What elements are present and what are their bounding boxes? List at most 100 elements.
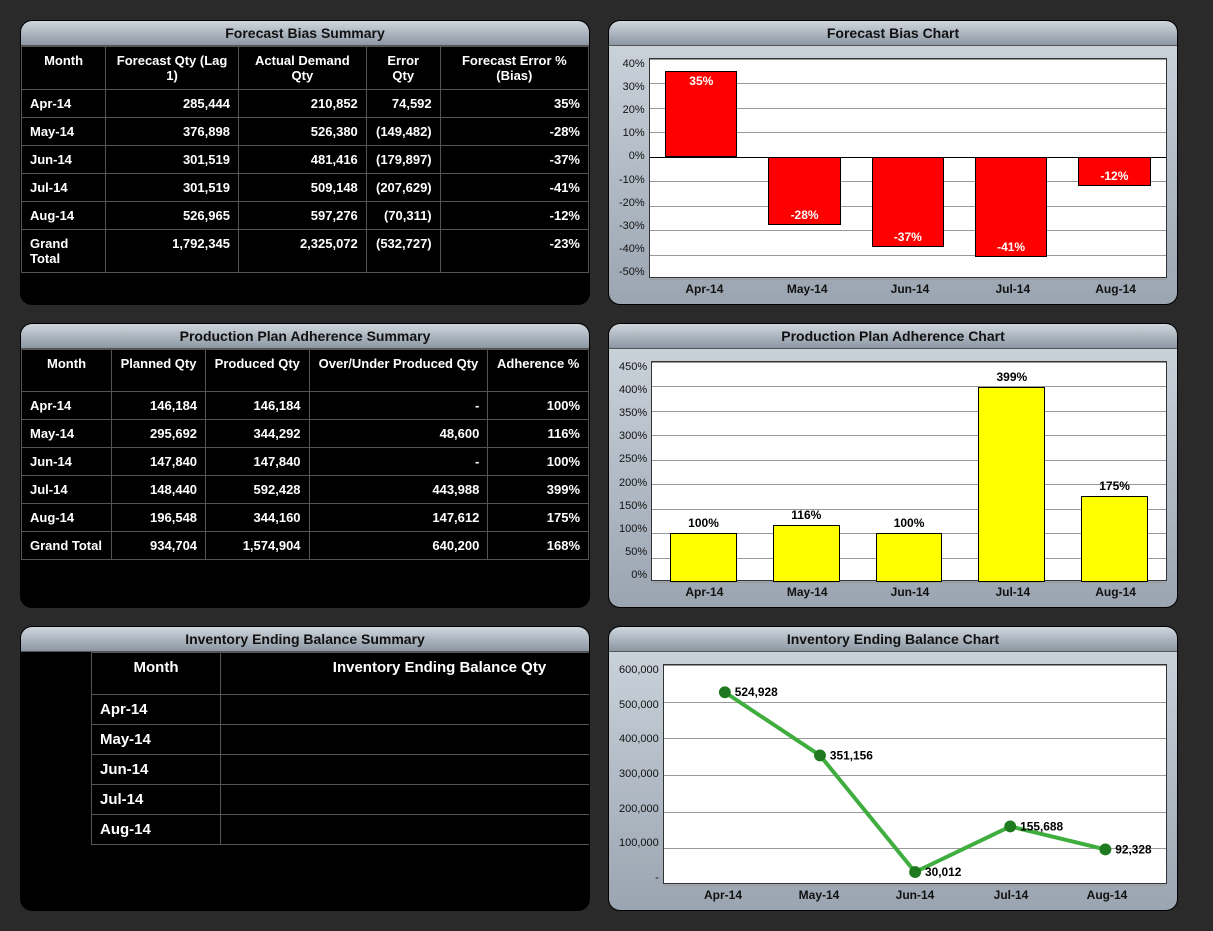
row-label: May-14 [22, 420, 112, 448]
row-value: 344,292 [206, 420, 310, 448]
row-label: May-14 [92, 725, 221, 755]
chart-bar: 175% [1081, 496, 1148, 582]
panel-title: Production Plan Adherence Summary [21, 324, 589, 349]
panel-title: Forecast Bias Summary [21, 21, 589, 46]
adherence-table: MonthPlanned QtyProduced QtyOver/Under P… [21, 349, 589, 560]
panel-title: Inventory Ending Balance Summary [21, 627, 589, 652]
row-value: 147,612 [309, 504, 488, 532]
row-value: 592,428 [206, 476, 310, 504]
panel-title: Forecast Bias Chart [609, 21, 1177, 46]
chart-bar: 399% [978, 387, 1045, 582]
inventory-table: MonthInventory Ending Balance Qty Apr-14… [91, 652, 590, 845]
row-label: Apr-14 [22, 392, 112, 420]
chart-marker [909, 866, 921, 878]
x-axis-label: Apr-14 [653, 585, 756, 599]
row-value: 443,988 [309, 476, 488, 504]
svg-text:92,328: 92,328 [1115, 842, 1152, 856]
table-header: Produced Qty [206, 350, 310, 392]
chart-bar: -28% [768, 157, 840, 225]
adherence-chart-panel: Production Plan Adherence Chart 450%400%… [608, 323, 1178, 608]
chart-marker [814, 749, 826, 761]
row-label: Jul-14 [22, 174, 106, 202]
table-header: Planned Qty [112, 350, 206, 392]
chart-bar: -37% [872, 157, 944, 247]
row-value: 147,840 [112, 448, 206, 476]
row-label: Aug-14 [22, 202, 106, 230]
row-value: -23% [440, 230, 588, 273]
forecast-bias-chart: 40%30%20%10%0%-10%-20%-30%-40%-50%35%-28… [609, 46, 1177, 304]
row-value: 100% [488, 448, 589, 476]
chart-bar: 100% [670, 533, 737, 582]
table-row: Jun-14147,840147,840-100% [22, 448, 589, 476]
x-axis-label: Jun-14 [867, 888, 963, 902]
chart-bar: -12% [1078, 157, 1150, 186]
table-row: Jul-14155,688 [92, 785, 591, 815]
table-header: Month [22, 350, 112, 392]
x-axis-label: Jul-14 [961, 585, 1064, 599]
row-value: 934,704 [112, 532, 206, 560]
row-value: 35% [440, 90, 588, 118]
row-label: Apr-14 [92, 695, 221, 725]
table-header: Inventory Ending Balance Qty [221, 653, 591, 695]
row-label: Aug-14 [22, 504, 112, 532]
table-header: Adherence % [488, 350, 589, 392]
table-row: Grand Total934,7041,574,904640,200168% [22, 532, 589, 560]
table-row: Apr-14285,444210,85274,59235% [22, 90, 589, 118]
row-value: 526,380 [238, 118, 366, 146]
row-value: 1,792,345 [106, 230, 239, 273]
row-value: 100% [488, 392, 589, 420]
table-header: Over/Under Produced Qty [309, 350, 488, 392]
row-label: Jun-14 [22, 146, 106, 174]
inventory-chart: 600,000500,000400,000300,000200,000100,0… [609, 652, 1177, 910]
inventory-chart-panel: Inventory Ending Balance Chart 600,00050… [608, 626, 1178, 911]
forecast-bias-summary-panel: Forecast Bias Summary MonthForecast Qty … [20, 20, 590, 305]
row-value: (207,629) [366, 174, 440, 202]
row-value: -28% [440, 118, 588, 146]
row-value: 116% [488, 420, 589, 448]
svg-text:351,156: 351,156 [830, 748, 873, 762]
row-value: 168% [488, 532, 589, 560]
row-value: (179,897) [366, 146, 440, 174]
row-value: 1,574,904 [206, 532, 310, 560]
chart-bar: 100% [876, 533, 943, 582]
row-label: Grand Total [22, 532, 112, 560]
row-value: 155,688 [221, 785, 591, 815]
adherence-summary-panel: Production Plan Adherence Summary MonthP… [20, 323, 590, 608]
x-axis-label: Jun-14 [859, 585, 962, 599]
row-value: 524,928 [221, 695, 591, 725]
row-value: 344,160 [206, 504, 310, 532]
row-value: 295,692 [112, 420, 206, 448]
row-label: Grand Total [22, 230, 106, 273]
x-axis-label: May-14 [756, 282, 859, 296]
row-value: 48,600 [309, 420, 488, 448]
row-value: 2,325,072 [238, 230, 366, 273]
forecast-bias-chart-panel: Forecast Bias Chart 40%30%20%10%0%-10%-2… [608, 20, 1178, 305]
row-label: Apr-14 [22, 90, 106, 118]
svg-text:524,928: 524,928 [735, 685, 778, 699]
row-value: 210,852 [238, 90, 366, 118]
svg-text:155,688: 155,688 [1020, 819, 1063, 833]
table-header: Forecast Qty (Lag 1) [106, 47, 239, 90]
row-value: -12% [440, 202, 588, 230]
row-value: 74,592 [366, 90, 440, 118]
table-row: Aug-14526,965597,276(70,311)-12% [22, 202, 589, 230]
row-value: (532,727) [366, 230, 440, 273]
table-row: Aug-14196,548344,160147,612175% [22, 504, 589, 532]
row-label: Jun-14 [92, 755, 221, 785]
row-value: 175% [488, 504, 589, 532]
row-value: 147,840 [206, 448, 310, 476]
row-value: 30,012 [221, 755, 591, 785]
row-value: 146,184 [206, 392, 310, 420]
forecast-bias-table: MonthForecast Qty (Lag 1)Actual Demand Q… [21, 46, 589, 273]
row-value: 301,519 [106, 174, 239, 202]
panel-title: Production Plan Adherence Chart [609, 324, 1177, 349]
table-row: Apr-14524,928 [92, 695, 591, 725]
table-row: May-14351,156 [92, 725, 591, 755]
row-value: 301,519 [106, 146, 239, 174]
table-header: Error Qty [366, 47, 440, 90]
chart-bar: 35% [665, 71, 737, 157]
table-row: Jun-14301,519481,416(179,897)-37% [22, 146, 589, 174]
row-value: 526,965 [106, 202, 239, 230]
table-header: Month [92, 653, 221, 695]
row-label: Jun-14 [22, 448, 112, 476]
